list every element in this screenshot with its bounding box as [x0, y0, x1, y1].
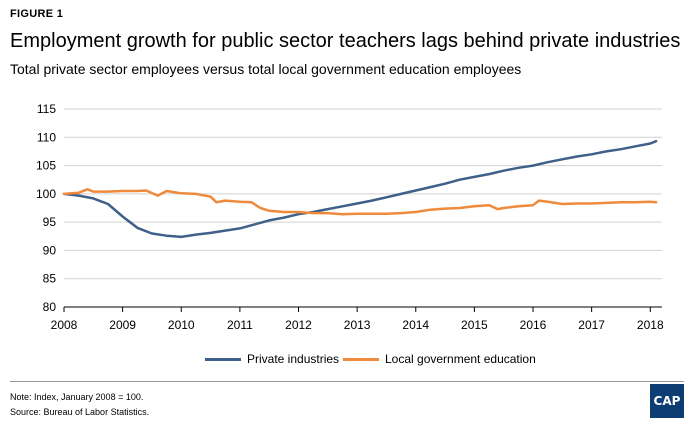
y-tick-label-105: 105	[36, 159, 56, 173]
x-tick-label-2014: 2014	[402, 318, 429, 332]
x-tick-label-2010: 2010	[168, 318, 195, 332]
chart-title: Employment growth for public sector teac…	[10, 30, 681, 52]
y-tick-label-115: 115	[37, 102, 56, 116]
y-tick-label-80: 80	[43, 300, 57, 314]
footer-divider	[10, 381, 684, 382]
y-tick-label-95: 95	[43, 215, 57, 229]
source-text: Source: Bureau of Labor Statistics.	[10, 407, 150, 417]
legend-item-local-gov: Local government education	[343, 352, 536, 366]
legend-item-private: Private industries	[205, 352, 339, 366]
legend-swatch-local-gov	[343, 357, 379, 361]
x-tick-label-2008: 2008	[51, 318, 78, 332]
series-line-private-industries	[62, 139, 658, 239]
x-tick-label-2017: 2017	[578, 318, 605, 332]
x-tick-label-2009: 2009	[109, 318, 136, 332]
legend-label-private: Private industries	[247, 352, 340, 366]
x-tick-label-2015: 2015	[461, 318, 488, 332]
x-tick-label-2018: 2018	[637, 318, 664, 332]
legend-swatch-private	[205, 357, 241, 361]
x-tick-label-2012: 2012	[285, 318, 312, 332]
series-line-local-government-education	[62, 188, 658, 216]
legend-label-local-gov: Local government education	[385, 352, 536, 366]
y-tick-label-90: 90	[43, 243, 57, 257]
chart-subtitle: Total private sector employees versus to…	[10, 61, 522, 77]
figure-label: FIGURE 1	[10, 8, 64, 20]
note-text: Note: Index, January 2008 = 100.	[10, 392, 144, 402]
y-tick-label-100: 100	[36, 187, 56, 201]
x-tick-label-2013: 2013	[344, 318, 371, 332]
y-tick-label-85: 85	[43, 272, 57, 286]
cap-logo: CAP	[650, 384, 684, 418]
x-tick-label-2016: 2016	[520, 318, 547, 332]
y-tick-label-110: 110	[37, 130, 56, 144]
x-tick-label-2011: 2011	[227, 318, 253, 332]
chart-legend: Private industries Local government educ…	[0, 352, 694, 370]
